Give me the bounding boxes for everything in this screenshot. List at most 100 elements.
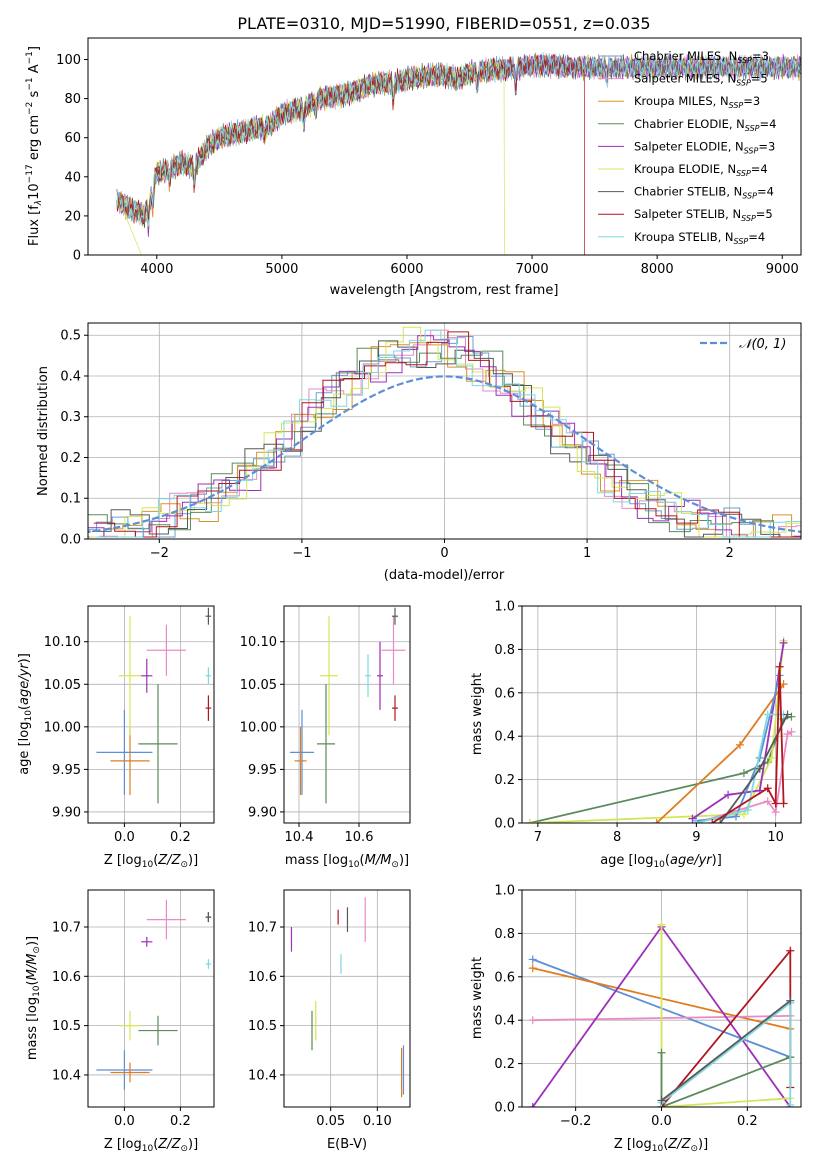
- weight-line-5: [660, 1052, 791, 1107]
- weight-line-8: [660, 999, 791, 1102]
- xtick-label: 0.0: [114, 1114, 135, 1129]
- gaussian-legend-label: 𝒩(0, 1): [739, 337, 786, 352]
- panel-frame: [521, 605, 802, 824]
- spectrum-ytick-label: 80: [64, 92, 81, 107]
- massEBV-xlabel: E(B-V): [327, 1137, 367, 1152]
- ytick-label: 10.00: [44, 720, 81, 735]
- weight-marker: [657, 920, 666, 929]
- ytick-label: 0.8: [494, 643, 515, 658]
- ageMass-xlabel: mass [log10(M/M⊙)]: [285, 853, 409, 870]
- xtick-label: 0.05: [316, 1114, 345, 1129]
- xtick-label: 0.0: [114, 830, 135, 845]
- weight-marker: [786, 1100, 795, 1107]
- residual-histogram-7: [93, 331, 801, 538]
- weight-marker: [652, 819, 661, 823]
- weight-marker: [779, 799, 788, 808]
- weight-marker: [767, 753, 776, 762]
- residual-histogram-2: [88, 342, 801, 538]
- weightZ-ylabel: mass weight: [470, 957, 485, 1039]
- weight-marker: [657, 1096, 666, 1105]
- legend-entry-0: Chabrier MILES, NSSP=3: [634, 49, 769, 65]
- ageZ-xlabel: Z [log10(Z/Z⊙)]: [104, 853, 198, 870]
- residual-histogram-3: [88, 347, 801, 538]
- legend-entry-5: Kroupa ELODIE, NSSP=4: [634, 162, 768, 178]
- residual-xtick-label: 1: [583, 546, 591, 561]
- xtick-label: 0.10: [363, 1114, 392, 1129]
- weight-line-4: [660, 924, 791, 1107]
- panel-data: [528, 920, 795, 1107]
- xtick-label: 0.0: [651, 1114, 672, 1129]
- ytick-label: 10.4: [248, 1068, 277, 1083]
- residual-ytick-label: 0.2: [60, 451, 81, 466]
- weight-line-0: [529, 715, 792, 823]
- weightZ-xlabel: Z [log10(Z/Z⊙)]: [614, 1137, 708, 1154]
- ytick-label: 10.6: [248, 970, 277, 985]
- residual-ylabel: Normed distribution: [36, 366, 51, 496]
- xtick-label: 7: [534, 830, 542, 845]
- panel-frame: [87, 605, 215, 824]
- weight-marker: [763, 797, 772, 806]
- residual-ytick-label: 0.3: [60, 410, 81, 425]
- weight-line-6: [660, 948, 792, 1107]
- mass-vs-ebv-panel: 0.05 0.10 10.4 10.5 10.6 10.7: [248, 889, 411, 1129]
- ytick-label: 10.6: [52, 970, 81, 985]
- ytick-label: 10.7: [248, 920, 277, 935]
- weight-line-1: [529, 640, 785, 823]
- residual-histogram-0: [88, 336, 801, 538]
- spectrum-ytick-label: 100: [56, 53, 81, 68]
- ytick-label: 10.5: [248, 1019, 277, 1034]
- weight-marker: [771, 808, 780, 817]
- residual-xtick-label: −2: [150, 546, 169, 561]
- xtick-label: −0.2: [560, 1114, 592, 1129]
- residual-xtick-label: 0: [440, 546, 448, 561]
- gaussian-curve: [88, 375, 801, 533]
- residual-xtick-label: −1: [292, 546, 311, 561]
- residual-histogram-1: [88, 329, 801, 538]
- age-vs-metallicity-panel: 0.0 0.2 9.90 9.95 10.00 10.05 10.10: [44, 605, 215, 845]
- ytick-label: 0.6: [494, 686, 515, 701]
- ytick-label: 0.4: [494, 1014, 515, 1029]
- weight-marker: [775, 662, 784, 671]
- ytick-label: 10.10: [44, 635, 81, 650]
- weight-marker: [786, 996, 795, 1005]
- ytick-label: 1.0: [494, 884, 515, 899]
- residual-ytick-label: 0.4: [60, 369, 81, 384]
- ytick-label: 0.0: [494, 1101, 515, 1116]
- weight-marker: [763, 784, 772, 793]
- weight-marker: [528, 964, 537, 973]
- ytick-label: 10.05: [44, 678, 81, 693]
- weight-marker: [786, 946, 795, 955]
- ytick-label: 10.4: [52, 1068, 81, 1083]
- legend-entry-2: Kroupa MILES, NSSP=3: [634, 94, 760, 110]
- xtick-label: 9: [692, 830, 700, 845]
- weight-marker: [735, 740, 744, 749]
- residual-histogram-6: [92, 340, 801, 538]
- legend-entry-4: Salpeter ELODIE, NSSP=3: [634, 139, 775, 155]
- ytick-label: 0.6: [494, 970, 515, 985]
- weight-marker: [739, 769, 748, 778]
- panel-frame: [283, 889, 411, 1108]
- spectrum-xtick-label: 6000: [390, 262, 423, 277]
- ytick-label: 9.95: [248, 763, 277, 778]
- ytick-label: 10.00: [240, 720, 277, 735]
- spectrum-line-6: [116, 53, 801, 228]
- legend-entry-3: Chabrier ELODIE, NSSP=4: [634, 117, 776, 133]
- panel-data: [525, 636, 796, 823]
- weight-marker: [708, 819, 717, 823]
- spectrum-ytick-label: 60: [64, 131, 81, 146]
- panel-data: [290, 607, 406, 804]
- residual-histogram-4: [88, 335, 801, 538]
- mass-vs-metallicity-panel: 0.0 0.2 10.4 10.5 10.6 10.7: [52, 889, 215, 1129]
- spectrum-ylabel: Flux [fλ10−17 erg cm−2 s−1 A−1]: [25, 46, 44, 246]
- residual-xtick-label: 2: [726, 546, 734, 561]
- weight-marker: [743, 805, 752, 814]
- weight-marker: [528, 955, 537, 964]
- weight-marker: [525, 819, 534, 823]
- weightAge-ylabel: mass weight: [470, 673, 485, 755]
- weight-line-4: [691, 642, 785, 820]
- panel-frame: [87, 889, 215, 1108]
- residual-panel: −2 −1 0 1 2 0.0 0.1 0.2 0.3 0.4 0.5 𝒩(0, 1) (data-…: [36, 322, 802, 583]
- weightAge-xlabel: age [log10(age/yr)]: [600, 853, 722, 870]
- age-vs-mass-panel: 10.4 10.6 9.90 9.95 10.00 10.05 10.10: [240, 605, 411, 845]
